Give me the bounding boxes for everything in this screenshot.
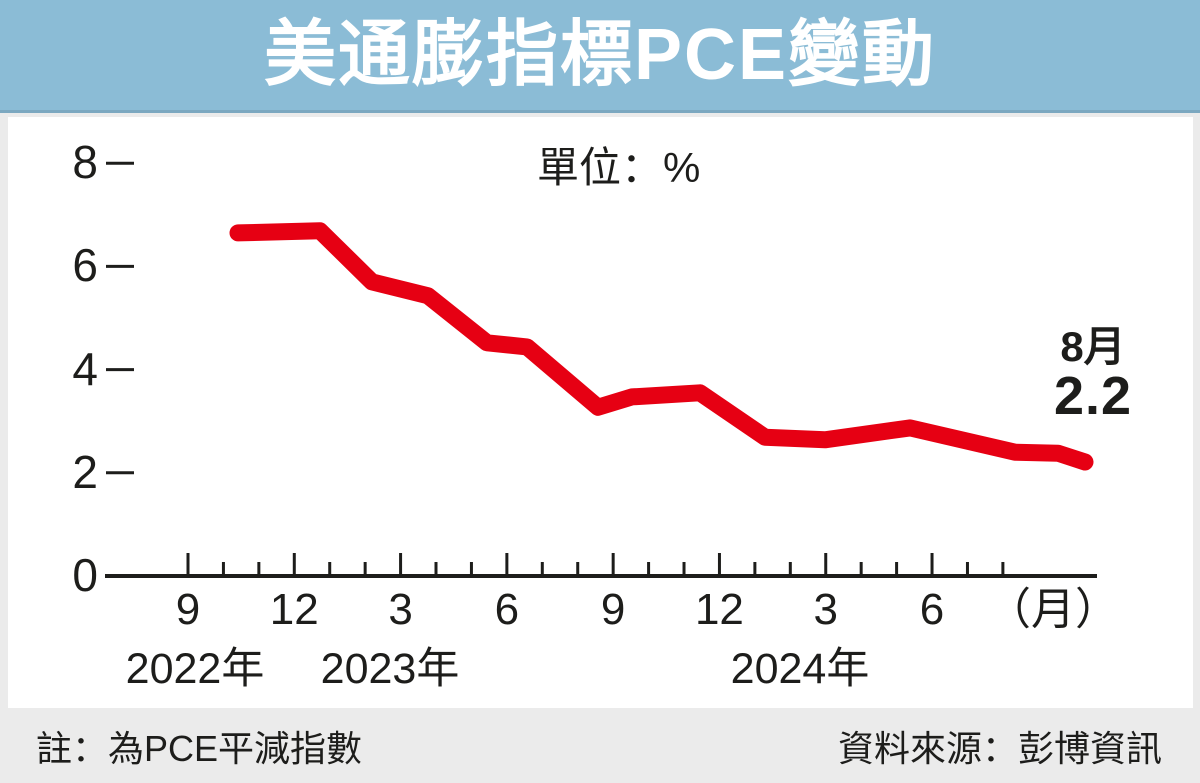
- annotation-value: 2.2: [1053, 366, 1133, 427]
- y-axis-label: 2: [72, 445, 98, 498]
- pce-line: [229, 222, 1094, 471]
- annotation-month: 8月: [1060, 323, 1126, 370]
- year-label: 2022年: [125, 645, 265, 693]
- x-unit-label: （月）: [987, 585, 1119, 634]
- unit-label: 單位：%: [537, 144, 701, 191]
- x-tick-label: 6: [919, 585, 945, 634]
- y-axis-label: 4: [72, 342, 98, 395]
- data-source: 資料來源：彭博資訊: [837, 727, 1162, 769]
- x-tick-label: 9: [175, 585, 201, 634]
- y-axis-label: 8: [72, 136, 98, 189]
- x-tick-label: 3: [813, 585, 838, 634]
- y-axis-label: 0: [72, 549, 98, 601]
- x-tick-label: 12: [694, 585, 744, 634]
- year-label: 2023年: [320, 645, 460, 693]
- last-point-annotation: 8月 2.2: [1028, 323, 1158, 427]
- x-tick-label: 3: [388, 585, 413, 634]
- year-label: 2024年: [730, 645, 870, 693]
- footnote: 註：為PCE平減指數: [36, 727, 363, 769]
- x-tick-label: 9: [600, 585, 626, 634]
- x-tick-label: 12: [269, 585, 319, 634]
- header-banner: 美通膨指標PCE變動: [0, 0, 1200, 113]
- x-tick-label: 6: [494, 585, 520, 634]
- y-axis-label: 6: [72, 239, 98, 292]
- page-title: 美通膨指標PCE變動: [263, 15, 937, 95]
- footer: 註：為PCE平減指數 資料來源：彭博資訊: [0, 708, 1200, 783]
